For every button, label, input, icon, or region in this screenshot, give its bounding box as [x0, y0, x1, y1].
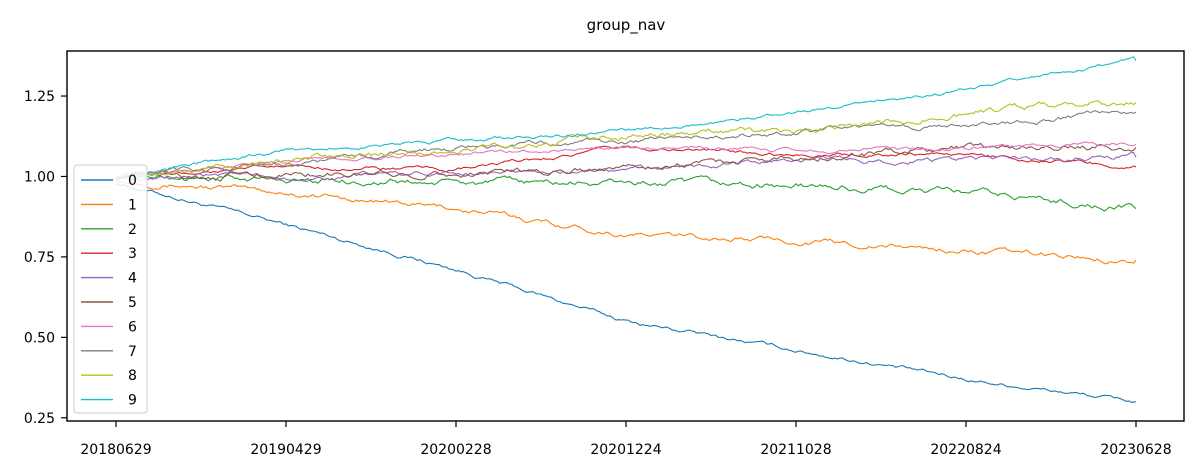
series-line-9 [115, 56, 1137, 180]
legend-label-5: 5 [128, 295, 137, 311]
legend: 0 1 2 3 4 5 6 7 8 9 [73, 164, 148, 414]
x-tick-label: 20230628 [1100, 442, 1171, 458]
legend-label-1: 1 [128, 197, 137, 213]
legend-label-8: 8 [128, 368, 137, 384]
axes-layer: 20180629 20190429 20200228 20201224 20211028… [24, 89, 1172, 458]
series-line-4 [115, 151, 1137, 182]
x-tick-label: 20211028 [760, 442, 831, 458]
x-tick-label: 20220824 [930, 442, 1001, 458]
legend-label-7: 7 [128, 344, 137, 360]
x-tick-label: 20180629 [80, 442, 151, 458]
legend-label-2: 2 [128, 222, 137, 238]
series-line-0 [115, 183, 1137, 403]
series-layer [115, 56, 1137, 403]
y-tick-label: 0.75 [24, 250, 55, 266]
series-line-8 [115, 100, 1137, 180]
x-tick-label: 20200228 [420, 442, 491, 458]
series-line-1 [115, 180, 1137, 265]
series-line-3 [115, 145, 1137, 179]
y-tick-label: 1.25 [24, 89, 55, 105]
series-line-7 [115, 110, 1137, 179]
series-line-6 [115, 141, 1137, 179]
x-tick-label: 20201224 [590, 442, 661, 458]
series-line-2 [115, 174, 1137, 212]
x-tick-label: 20190429 [250, 442, 321, 458]
legend-label-6: 6 [128, 319, 137, 335]
legend-label-4: 4 [128, 271, 137, 287]
chart-title: group_nav [587, 16, 666, 35]
legend-label-3: 3 [128, 246, 137, 262]
y-tick-label: 1.00 [24, 169, 55, 185]
legend-label-9: 9 [128, 393, 137, 409]
legend-label-0: 0 [128, 173, 137, 189]
y-tick-label: 0.25 [24, 411, 55, 427]
y-tick-label: 0.50 [24, 330, 55, 346]
series-line-5 [115, 142, 1137, 182]
